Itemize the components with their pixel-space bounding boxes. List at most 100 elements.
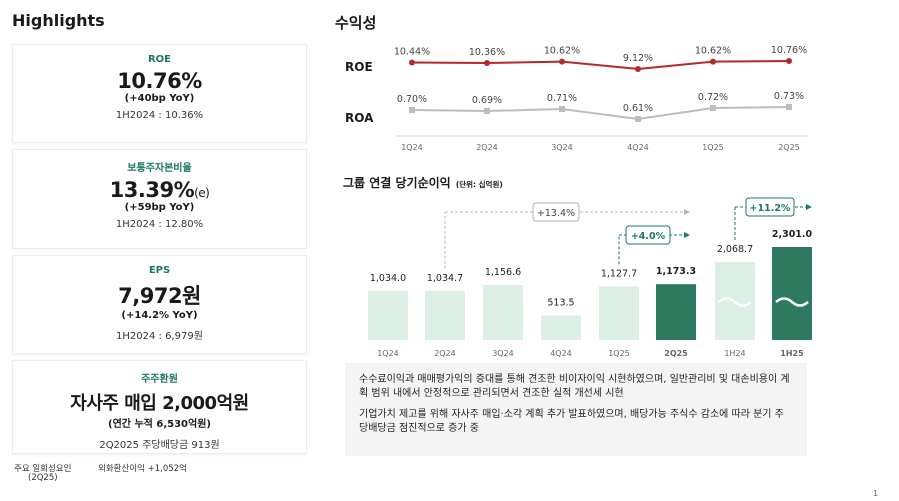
roe-data-label: 10.36% (469, 47, 505, 58)
roe-data-label: 10.76% (771, 45, 807, 56)
bar-category-label: 2Q25 (664, 349, 688, 358)
bar-category-label: 3Q24 (492, 349, 514, 358)
roa-point (635, 116, 641, 122)
bar-value-label: 513.5 (547, 298, 574, 309)
card-value: 자사주 매입 2,000억원 (70, 393, 249, 414)
bar-value-label: 1,127.7 (601, 268, 637, 279)
roe-data-label: 9.12% (623, 53, 653, 64)
description-box: 수수료이익과 매매평가익의 증대를 통해 견조한 비이자이익 시현하였으며, 일… (345, 363, 807, 456)
profitability-title: 수익성 (335, 14, 377, 32)
roe-line (411, 60, 790, 71)
roe-row-label: ROE (345, 60, 373, 74)
bar-value-label: 1,173.3 (656, 266, 696, 277)
net-income-title: 그룹 연결 당기순이익 (343, 176, 451, 190)
roa-point (559, 106, 565, 112)
roa-data-label: 0.73% (774, 91, 804, 102)
card-prev: 1H2024 : 12.80% (115, 219, 204, 230)
roa-data-label: 0.61% (623, 103, 653, 114)
half-year-value-label: 2,068.7 (717, 244, 753, 255)
growth-badge-text: +11.2% (750, 203, 791, 214)
card-sub: (연간 누적 6,530억원) (108, 419, 211, 430)
bar-value-label: 1,034.0 (370, 273, 406, 284)
bar-category-label: 1Q25 (608, 349, 630, 358)
roa-data-label: 0.71% (547, 93, 577, 104)
bar (425, 290, 465, 340)
roe-point (786, 58, 792, 64)
bar (541, 315, 581, 340)
eps-card: EPS 7,972원 (+14.2% YoY) 1H2024 : 6,979원 (12, 255, 307, 354)
bar-value-label: 1,034.7 (427, 273, 463, 284)
highlights-title: Highlights (12, 11, 105, 30)
card-value: 13.39%(e) (13, 178, 306, 202)
roe-card: ROE 10.76% (+40bp YoY) 1H2024 : 10.36% (12, 44, 307, 143)
roa-data-label: 0.69% (472, 95, 502, 106)
card-prev: 1H2024 : 10.36% (115, 110, 204, 121)
axis-break-mark (718, 297, 752, 307)
card-value: 10.76% (117, 69, 202, 93)
x-tick-label: 2Q24 (476, 143, 498, 152)
x-tick-label: 2Q25 (778, 143, 800, 152)
growth-badge (745, 197, 795, 217)
cet1-card: 보통주자본비율 13.39%(e) (+59bp YoY) 1H2024 : 1… (12, 149, 307, 249)
roe-point (559, 58, 565, 65)
x-tick-label: 4Q24 (627, 143, 649, 152)
x-tick-label: 1Q24 (401, 143, 423, 152)
roa-point (484, 108, 490, 114)
roa-row-label: ROA (345, 111, 374, 125)
bar (368, 290, 408, 340)
roe-point (409, 59, 415, 66)
net-income-bars: 1,034.0 1Q24 1,034.7 2Q24 1,156.6 3Q24 513.5 4Q… (368, 197, 813, 358)
growth-badge-text: +4.0% (631, 231, 666, 242)
net-income-title-wrap: 그룹 연결 당기순이익 (단위: 십억원) (343, 172, 503, 191)
roe-data-label: 10.62% (544, 46, 580, 57)
bar (483, 285, 523, 340)
bar-category-label: 4Q24 (550, 349, 572, 358)
roa-data-label: 0.70% (397, 94, 427, 105)
growth-arrow-head (684, 209, 690, 215)
axis-break-mark (775, 297, 809, 307)
card-label: EPS (148, 265, 171, 276)
roe-point (710, 58, 716, 65)
bar-category-label: 1Q24 (377, 349, 399, 358)
footnote-label: 주요 일회성요인 (14, 464, 72, 474)
growth-arrow-head (684, 232, 690, 238)
half-year-category-label: 1H24 (724, 349, 745, 358)
page-number: 1 (873, 489, 879, 498)
growth-badge (532, 202, 580, 222)
growth-badge-text: +13.4% (537, 208, 575, 219)
footnote-text: 외화환산이익 +1,052억 (98, 464, 187, 474)
description-p2: 기업가치 제고를 위해 자사주 매입·소각 계획 추가 발표하였으며, 배당가능… (359, 409, 784, 434)
roa-data-label: 0.72% (698, 92, 728, 103)
roe-point (635, 66, 641, 72)
net-income-unit: (단위: 십억원) (455, 180, 503, 189)
card-sub: (+40bp YoY) (124, 93, 195, 104)
card-sub: (+59bp YoY) (124, 202, 195, 213)
card-value-suffix: (e) (194, 186, 210, 200)
roe-point (484, 59, 490, 66)
bar-value-label: 1,156.6 (485, 267, 521, 278)
card-label: ROE (147, 54, 172, 65)
card-value: 7,972원 (118, 284, 201, 308)
roa-point (710, 105, 716, 111)
roa-point (409, 107, 415, 113)
profitability-lines: 10.44% 10.36% 10.62% 9.12% 10.62% 10.76% 0.70%… (394, 45, 808, 152)
x-tick-label: 1Q25 (702, 143, 724, 152)
description-p1: 수수료이익과 매매평가익의 증대를 통해 견조한 비이자이익 시현하였으며, 일… (359, 374, 790, 399)
footnote-label-2: (2Q25) (28, 473, 58, 483)
roa-line (411, 106, 790, 121)
card-prev: 2Q2025 주당배당금 913원 (99, 440, 220, 451)
card-label: 보통주자본비율 (127, 163, 192, 174)
shareholder-return-card: 주주환원 자사주 매입 2,000억원 (연간 누적 6,530억원) 2Q20… (12, 360, 307, 454)
half-year-bar (772, 247, 812, 340)
x-tick-label: 3Q24 (551, 143, 573, 152)
half-year-value-label: 2,301.0 (772, 229, 813, 240)
card-sub: (+14.2% YoY) (121, 310, 198, 321)
roe-data-label: 10.62% (695, 46, 731, 57)
roa-point (786, 104, 792, 110)
card-prev: 1H2024 : 6,979원 (116, 331, 203, 342)
card-label: 주주환원 (141, 374, 178, 385)
growth-arrow-head (806, 204, 812, 210)
card-value-main: 13.39% (109, 178, 195, 202)
half-year-category-label: 1H25 (780, 349, 804, 358)
